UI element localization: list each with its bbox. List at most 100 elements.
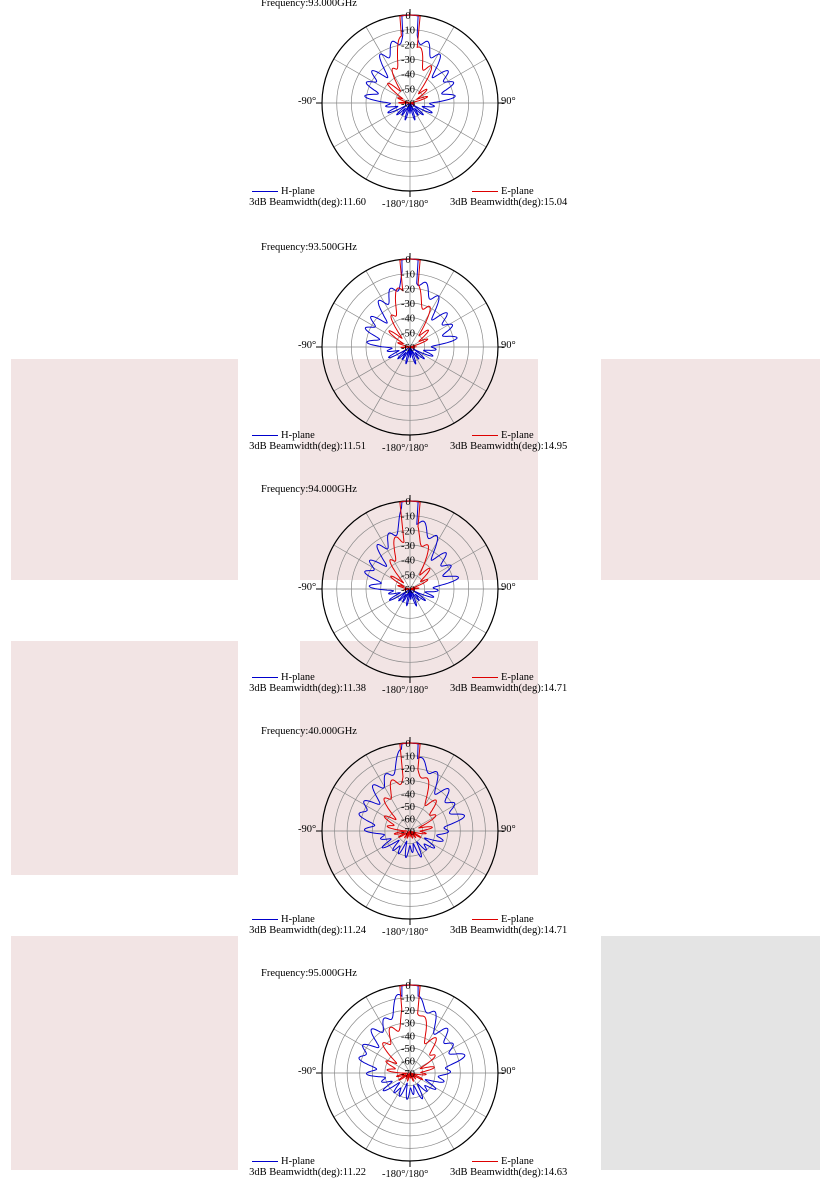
grid-spoke	[333, 588, 411, 634]
angle-label-left: -90°	[298, 96, 317, 107]
legend-label-h: H-plane	[281, 672, 315, 683]
grid-spoke	[409, 588, 487, 634]
radial-tick-label: -20	[401, 1006, 415, 1017]
series-line-e-plane	[383, 742, 437, 839]
legend-swatch-h	[252, 1161, 278, 1163]
radial-tick-label: -50	[401, 802, 415, 813]
legend-e-row: E-plane	[450, 430, 590, 441]
legend-swatch-e	[472, 435, 498, 437]
beamwidth-h: 3dB Beamwidth(deg):11.51	[249, 441, 366, 452]
polar-chart: 0 -10-20 -30-40 -50-60 -70	[316, 979, 504, 1167]
beamwidth-e: 3dB Beamwidth(deg):14.63	[450, 1167, 568, 1178]
radial-tick-label: -30	[401, 55, 415, 66]
angle-label-right: 90°	[501, 1066, 516, 1077]
chart-title: Frequency:94.000GHz	[261, 484, 357, 495]
radial-tick-label: -60	[401, 99, 415, 110]
legend-swatch-e	[472, 919, 498, 921]
legend-swatch-h	[252, 677, 278, 679]
angle-label-left: -90°	[298, 340, 317, 351]
beamwidth-e: 3dB Beamwidth(deg):14.95	[450, 441, 568, 452]
grid-spoke	[365, 996, 411, 1074]
grid-spoke	[409, 58, 487, 104]
beamwidth-h: 3dB Beamwidth(deg):11.60	[249, 197, 366, 208]
radial-tick-label: -50	[401, 328, 415, 339]
legend-label-h: H-plane	[281, 914, 315, 925]
chart-title: Frequency:95.000GHz	[261, 968, 357, 979]
angle-label-left: -90°	[298, 1066, 317, 1077]
background-box	[11, 359, 238, 580]
grid-spoke	[409, 1072, 487, 1118]
radial-tick-label: -30	[401, 541, 415, 552]
radial-tick-label: -60	[401, 1056, 415, 1067]
angle-label-right: 90°	[501, 824, 516, 835]
legend-swatch-h	[252, 435, 278, 437]
legend-h-plane: H-plane 3dB Beamwidth(deg):11.22	[230, 1156, 366, 1178]
grid-spoke	[333, 830, 411, 876]
radial-tick-label: -50	[401, 1044, 415, 1055]
angle-label-bottom: -180°/180°	[382, 199, 429, 210]
legend-e-plane: E-plane 3dB Beamwidth(deg):14.71	[450, 914, 590, 936]
radial-tick-label: -10	[401, 270, 415, 281]
radial-tick-label: -40	[401, 789, 415, 800]
grid-spoke	[365, 270, 411, 348]
grid-spoke	[333, 544, 411, 590]
legend-h-row: H-plane	[230, 672, 366, 683]
grid-spoke	[409, 270, 455, 348]
legend-swatch-e	[472, 677, 498, 679]
grid-spoke	[409, 754, 455, 832]
radial-tick-label: -50	[401, 570, 415, 581]
angle-label-right: 90°	[501, 340, 516, 351]
radial-tick-label: -60	[401, 814, 415, 825]
beamwidth-e: 3dB Beamwidth(deg):14.71	[450, 683, 568, 694]
legend-label-e: E-plane	[501, 430, 534, 441]
angle-label-bottom: -180°/180°	[382, 927, 429, 938]
grid-spoke	[409, 544, 487, 590]
grid-spoke	[333, 58, 411, 104]
legend-h-plane: H-plane 3dB Beamwidth(deg):11.51	[230, 430, 366, 452]
grid-spoke	[365, 102, 411, 180]
radial-tick-label: -40	[401, 1031, 415, 1042]
radial-tick-label: -70	[401, 1069, 415, 1080]
legend-label-e: E-plane	[501, 914, 534, 925]
radial-tick-label: -30	[401, 299, 415, 310]
radial-tick-label: -20	[401, 284, 415, 295]
legend-label-h: H-plane	[281, 430, 315, 441]
grid-spoke	[409, 1072, 455, 1150]
radial-tick-label: -40	[401, 70, 415, 81]
angle-label-left: -90°	[298, 582, 317, 593]
radial-tick-label: -60	[401, 343, 415, 354]
polar-chart-panel: 0 -10 -20 -30 -40 -50 -60 -70 Frequency:95.000GH…	[230, 968, 590, 1180]
legend-label-h: H-plane	[281, 1156, 315, 1167]
grid-spoke	[333, 786, 411, 832]
chart-title: Frequency:93.500GHz	[261, 242, 357, 253]
legend-label-e: E-plane	[501, 1156, 534, 1167]
grid-spoke	[333, 1072, 411, 1118]
radial-tick-label: -50	[401, 84, 415, 95]
polar-chart-panel: 0 -10 -20 -30 -40 -50 -60 Frequency:93.000GHz -9…	[230, 0, 590, 210]
grid-spoke	[365, 512, 411, 590]
polar-chart: 0 -10 -20 -30 -40 -50 -60	[316, 495, 504, 683]
legend-swatch-h	[252, 919, 278, 921]
legend-label-e: E-plane	[501, 672, 534, 683]
radial-tick-label: -20	[401, 40, 415, 51]
radial-tick-label: 0	[405, 255, 410, 266]
radial-tick-label: 0	[405, 497, 410, 508]
beamwidth-h: 3dB Beamwidth(deg):11.38	[249, 683, 366, 694]
radial-tick-label: -10	[401, 512, 415, 523]
radial-tick-label: 0	[405, 739, 410, 750]
legend-h-row: H-plane	[230, 914, 366, 925]
beamwidth-h: 3dB Beamwidth(deg):11.24	[249, 925, 366, 936]
angle-label-left: -90°	[298, 824, 317, 835]
grid-spoke	[409, 588, 455, 666]
background-box	[601, 359, 820, 580]
polar-chart-panel: 0 -10 -20 -30 -40 -50 -60 Frequency:93.500GHz -9…	[230, 242, 590, 454]
legend-h-row: H-plane	[230, 430, 366, 441]
grid-spoke	[409, 1028, 487, 1074]
radial-tick-label: 0	[405, 11, 410, 22]
series-line-e-plane	[388, 258, 431, 349]
legend-e-row: E-plane	[450, 186, 590, 197]
background-box	[300, 359, 538, 580]
legend-label-e: E-plane	[501, 186, 534, 197]
legend-e-plane: E-plane 3dB Beamwidth(deg):15.04	[450, 186, 590, 208]
background-box	[601, 936, 820, 1170]
